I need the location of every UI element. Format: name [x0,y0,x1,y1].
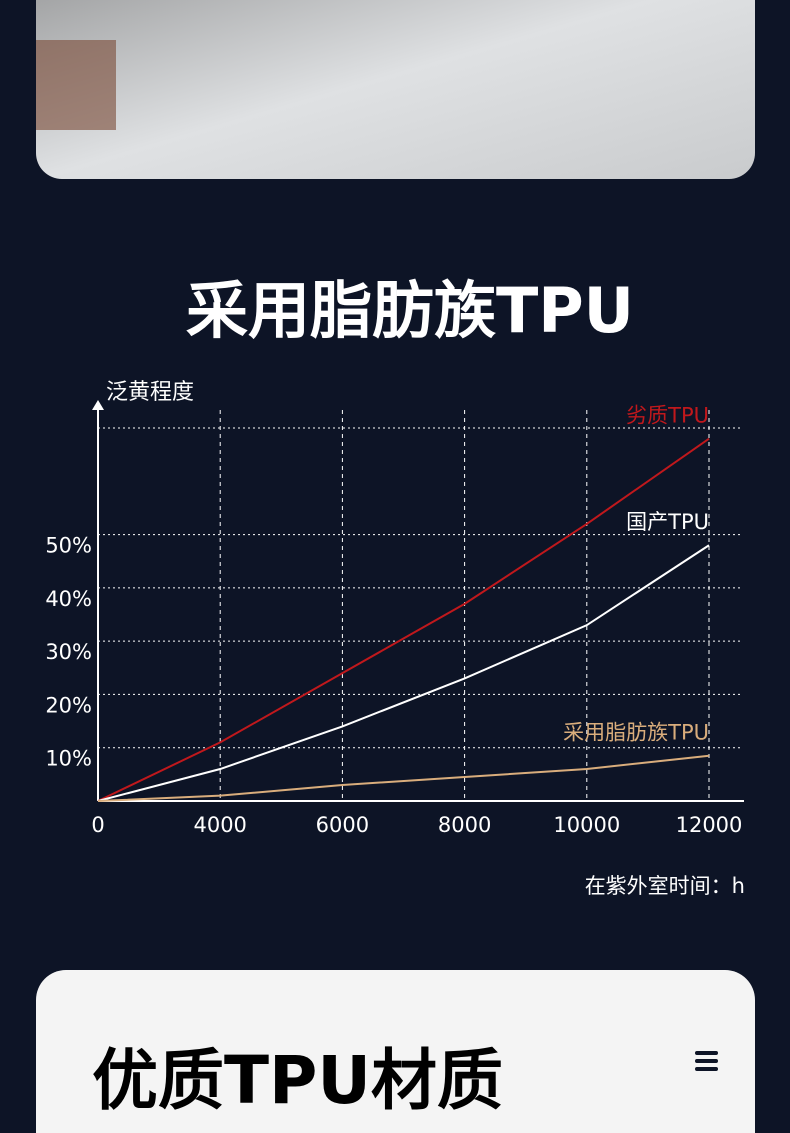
x-axis-label: 在紫外室时间：h [585,874,745,898]
x-tick-label: 8000 [438,813,491,837]
product-photo [36,0,755,179]
series-line [97,544,710,802]
series-label: 采用脂肪族TPU [563,721,709,745]
y-axis-label: 泛黄程度 [106,380,194,405]
x-tick-label: 4000 [193,813,246,837]
x-tick-label: 10000 [553,813,620,837]
chart-title: 采用脂肪族TPU [186,274,634,347]
series-line [97,754,710,802]
x-tick-label: 0 [91,813,104,837]
x-tick-label: 6000 [316,813,369,837]
y-tick-label: 40% [45,587,92,611]
y-tick-label: 50% [45,534,92,558]
card-title: 优质TPU材质 [92,1042,503,1119]
y-tick-label: 10% [45,747,92,771]
y-tick-label: 30% [45,640,92,664]
series-line [97,437,710,802]
photo-sleeve [36,40,116,130]
series-label: 国产TPU [626,510,709,534]
y-axis-arrow [92,400,104,410]
x-tick-label: 12000 [676,813,743,837]
menu-icon[interactable] [695,1051,718,1071]
material-card [36,970,755,1133]
series-label: 劣质TPU [626,404,709,428]
y-tick-label: 20% [45,693,92,717]
